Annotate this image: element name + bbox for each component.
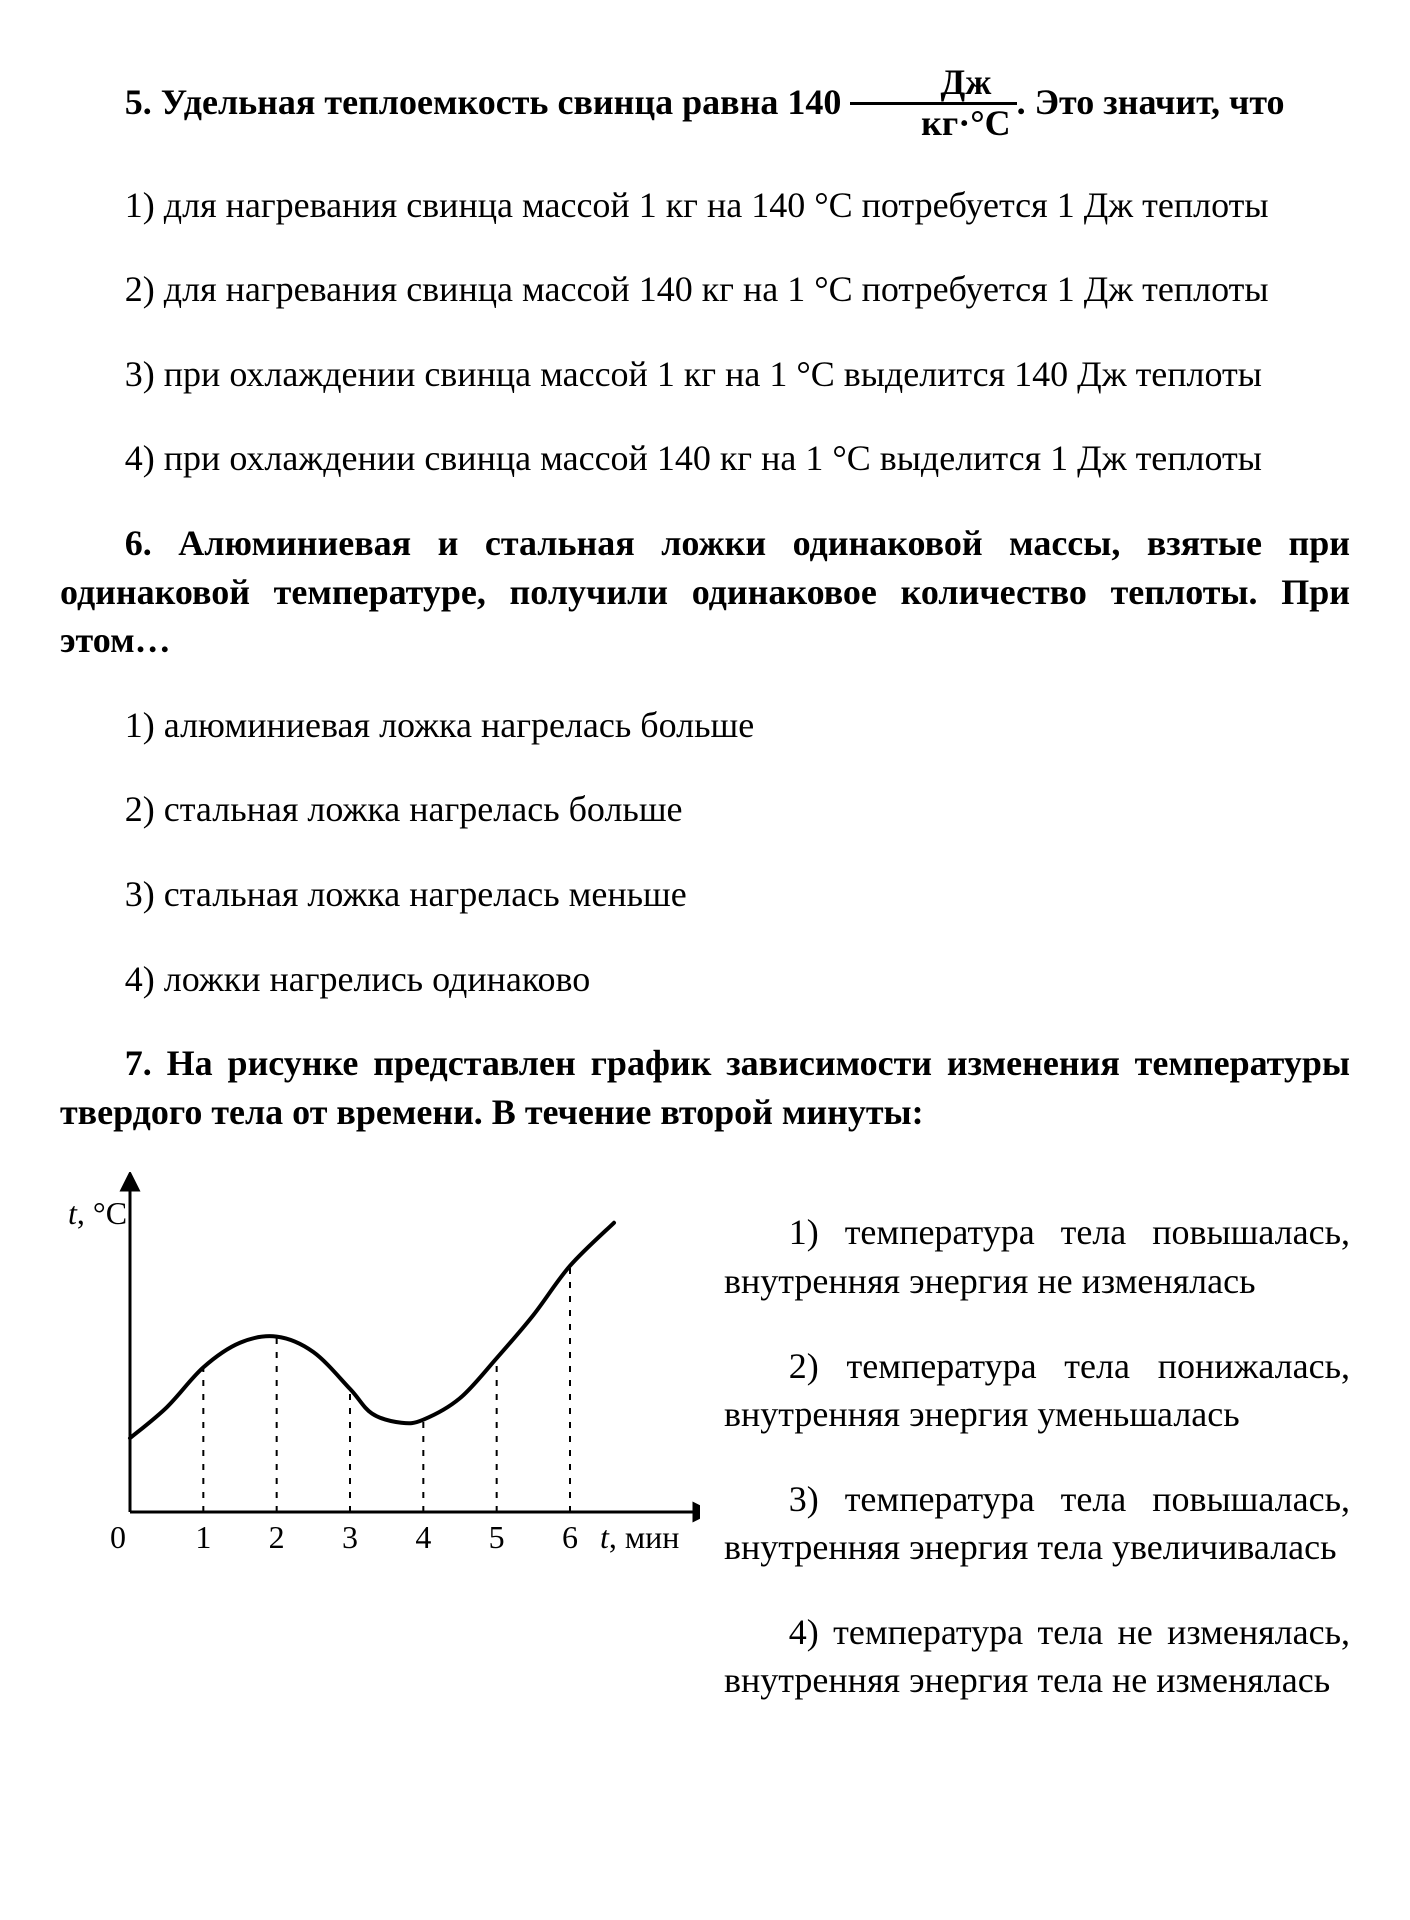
q6-stem: Алюминиевая и стальная ложки одинаковой …	[60, 523, 1350, 660]
q7-options: 1) температура тела повышалась, внутренн…	[724, 1172, 1350, 1741]
question-7: 7. На рисунке представлен график зависим…	[60, 1039, 1350, 1741]
question-5: 5. Удельная теплоемкость свинца равна 14…	[60, 66, 1350, 483]
svg-text:4: 4	[415, 1519, 431, 1555]
q5-option-1: 1) для нагревания свинца массой 1 кг на …	[60, 181, 1350, 230]
q7-option-1: 1) температура тела повышалась, внутренн…	[724, 1208, 1350, 1305]
q5-number: 5.	[125, 82, 152, 122]
q5-frac-den: кг·°С	[850, 105, 1016, 143]
q6-number: 6.	[125, 523, 152, 563]
q5-option-4: 4) при охлаждении свинца массой 140 кг н…	[60, 434, 1350, 483]
q7-content-row: 1 2 3 4 5 6 0 t, °С t, мин 1) температура тела п…	[60, 1172, 1350, 1741]
q7-chart-wrap: 1 2 3 4 5 6 0 t, °С t, мин	[60, 1172, 700, 1585]
svg-text:2: 2	[269, 1519, 285, 1555]
q5-option-2: 2) для нагревания свинца массой 140 кг н…	[60, 265, 1350, 314]
q5-stem-part1: Удельная теплоемкость свинца равна 140	[161, 82, 851, 122]
q7-stem: На рисунке представлен график зависимост…	[60, 1043, 1350, 1132]
q5-fraction: Джкг·°С	[850, 64, 1016, 143]
question-6: 6. Алюминиевая и стальная ложки одинаков…	[60, 519, 1350, 1003]
q5-stem: 5. Удельная теплоемкость свинца равна 14…	[60, 66, 1350, 145]
svg-text:5: 5	[489, 1519, 505, 1555]
q5-stem-part2: . Это значит, что	[1017, 82, 1285, 122]
q7-stem-wrap: 7. На рисунке представлен график зависим…	[60, 1039, 1350, 1136]
svg-text:t, мин: t, мин	[600, 1519, 679, 1555]
q6-option-1: 1) алюминиевая ложка нагрелась больше	[60, 701, 1350, 750]
q6-option-3: 3) стальная ложка нагрелась меньше	[60, 870, 1350, 919]
svg-text:6: 6	[562, 1519, 578, 1555]
q7-option-3: 3) температура тела повышалась, внутренн…	[724, 1475, 1350, 1572]
svg-text:t, °С: t, °С	[68, 1195, 127, 1231]
q5-frac-num: Дж	[850, 64, 1016, 105]
q7-option-4: 4) температура тела не изменялась, внутр…	[724, 1608, 1350, 1705]
q7-option-2: 2) температура тела понижалась, внутренн…	[724, 1342, 1350, 1439]
q5-option-3: 3) при охлаждении свинца массой 1 кг на …	[60, 350, 1350, 399]
q6-stem-wrap: 6. Алюминиевая и стальная ложки одинаков…	[60, 519, 1350, 665]
q7-number: 7.	[125, 1043, 152, 1083]
svg-text:3: 3	[342, 1519, 358, 1555]
q6-option-4: 4) ложки нагрелись одинаково	[60, 955, 1350, 1004]
q7-chart: 1 2 3 4 5 6 0 t, °С t, мин	[60, 1172, 700, 1572]
q6-option-2: 2) стальная ложка нагрелась больше	[60, 785, 1350, 834]
svg-text:0: 0	[110, 1519, 126, 1555]
svg-text:1: 1	[195, 1519, 211, 1555]
